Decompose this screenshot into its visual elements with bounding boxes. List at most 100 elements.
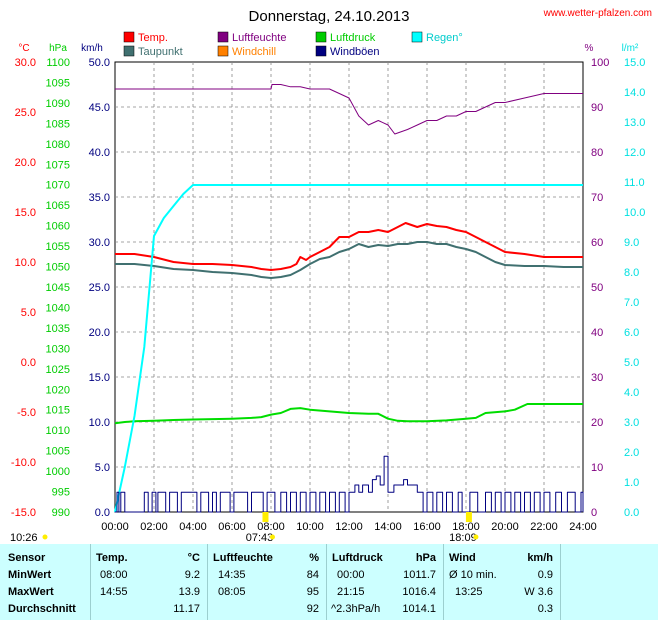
- tick-x: 12:00: [335, 521, 363, 533]
- tick-pressure: 1045: [46, 282, 70, 294]
- weather-chart: Donnerstag, 24.10.2013 www.wetter-pfalze…: [10, 8, 652, 544]
- legend-label: Luftfeuchte: [232, 32, 286, 44]
- tick-rain: 11.0: [624, 177, 645, 189]
- header-temp-unit: °C: [187, 552, 200, 564]
- tick-pressure: 1080: [46, 139, 70, 151]
- tick-pressure: 1025: [46, 364, 70, 376]
- tick-temp: 10.0: [15, 257, 36, 269]
- series-lines: [114, 84, 584, 513]
- tick-temp: 5.0: [21, 307, 36, 319]
- tick-rain: 1.0: [624, 477, 639, 489]
- tick-humidity: 80: [591, 147, 603, 159]
- tick-humidity: 90: [591, 102, 603, 114]
- tick-x: 22:00: [530, 521, 558, 533]
- tick-rain: 12.0: [624, 147, 645, 159]
- tick-pressure: 1020: [46, 384, 70, 396]
- tick-pressure: 1030: [46, 343, 70, 355]
- tick-rain: 7.0: [624, 297, 639, 309]
- legend-swatch: [411, 31, 423, 43]
- grid: [115, 62, 583, 512]
- tick-pressure: 1070: [46, 180, 70, 192]
- tick-rain: 2.0: [624, 447, 639, 459]
- tick-wind: 35.0: [89, 192, 110, 204]
- humidity-max-time: 08:05: [218, 586, 246, 598]
- legend-swatch: [315, 45, 327, 57]
- legend-label: Windböen: [330, 46, 380, 58]
- sunrise-marker: [262, 512, 269, 522]
- humidity-min-time: 14:35: [218, 569, 246, 581]
- tick-pressure: 1010: [46, 425, 70, 437]
- axis-unit-humidity: %: [585, 43, 594, 54]
- axis-unit-rain: l/m²: [622, 43, 639, 54]
- sunset-label: 18:09: [449, 532, 477, 544]
- tick-humidity: 40: [591, 327, 603, 339]
- tick-pressure: 1085: [46, 118, 70, 130]
- source-link[interactable]: www.wetter-pfalzen.com: [543, 8, 652, 19]
- tick-rain: 0.0: [624, 507, 639, 519]
- humidity-avg-value: 92: [306, 603, 319, 615]
- temp-min-time: 08:00: [100, 569, 128, 581]
- series-taupunkt: [115, 241, 583, 279]
- temp-min-value: 9.2: [184, 569, 200, 581]
- series-temp: [115, 222, 583, 271]
- tick-pressure: 1040: [46, 302, 70, 314]
- tick-rain: 4.0: [624, 387, 639, 399]
- stats-table: Sensor Temp. °C Luftfeuchte % Luftdruck …: [0, 544, 658, 620]
- tick-temp: 25.0: [15, 107, 36, 119]
- sunset-icon: [473, 534, 479, 540]
- tick-temp: 20.0: [15, 157, 36, 169]
- wind-avg-day-value: 0.3: [537, 603, 553, 615]
- tick-rain: 14.0: [624, 87, 645, 99]
- wind-avg-label: Ø 10 min.: [449, 569, 497, 581]
- pressure-trend: ^2.3hPa/h: [331, 603, 381, 615]
- tick-wind: 20.0: [89, 327, 110, 339]
- tick-pressure: 1005: [46, 446, 70, 458]
- sunset-marker: [465, 512, 472, 522]
- pressure-max-value: 1016.4: [402, 586, 436, 598]
- tick-rain: 6.0: [624, 327, 639, 339]
- pressure-max-time: 21:15: [337, 586, 365, 598]
- tick-wind: 45.0: [89, 102, 110, 114]
- header-wind-unit: km/h: [527, 552, 553, 564]
- tick-x: 06:00: [218, 521, 246, 533]
- tick-x: 00:00: [101, 521, 129, 533]
- tick-humidity: 100: [591, 57, 609, 69]
- tick-pressure: 1060: [46, 221, 70, 233]
- tick-humidity: 50: [591, 282, 603, 294]
- tick-temp: 15.0: [15, 207, 36, 219]
- chart-title: Donnerstag, 24.10.2013: [249, 8, 410, 25]
- legend-swatch: [123, 31, 135, 43]
- tick-rain: 3.0: [624, 417, 639, 429]
- header-humidity-unit: %: [309, 552, 319, 564]
- pressure-min-time: 00:00: [337, 569, 365, 581]
- corner-time-label: 10:26: [10, 532, 38, 544]
- tick-wind: 25.0: [89, 282, 110, 294]
- tick-pressure: 1050: [46, 262, 70, 274]
- wind-gust-value: W 3.6: [524, 586, 553, 598]
- tick-x: 18:00: [452, 521, 480, 533]
- axis-unit-pressure: hPa: [49, 43, 67, 54]
- series-regen: [114, 184, 583, 513]
- tick-pressure: 990: [52, 507, 70, 519]
- temp-max-value: 13.9: [178, 586, 200, 598]
- tick-temp: -15.0: [11, 507, 36, 519]
- tick-x: 02:00: [140, 521, 168, 533]
- series-windben: [115, 455, 584, 513]
- header-sensor: Sensor: [8, 552, 46, 564]
- tick-rain: 9.0: [624, 237, 639, 249]
- pressure-min-value: 1011.7: [403, 569, 436, 581]
- row-label-avg: Durchschnitt: [8, 603, 76, 615]
- pressure-avg-value: 1014.1: [402, 603, 436, 615]
- tick-pressure: 1090: [46, 98, 70, 110]
- tick-x: 14:00: [374, 521, 402, 533]
- tick-x: 20:00: [491, 521, 519, 533]
- sunrise-icon: [269, 534, 275, 540]
- header-temp: Temp.: [96, 552, 128, 564]
- tick-x: 10:00: [296, 521, 324, 533]
- tick-pressure: 1035: [46, 323, 70, 335]
- tick-humidity: 70: [591, 192, 603, 204]
- tick-wind: 50.0: [89, 57, 110, 69]
- legend-swatch: [217, 31, 229, 43]
- tick-pressure: 1100: [46, 57, 70, 69]
- tick-wind: 0.0: [95, 507, 110, 519]
